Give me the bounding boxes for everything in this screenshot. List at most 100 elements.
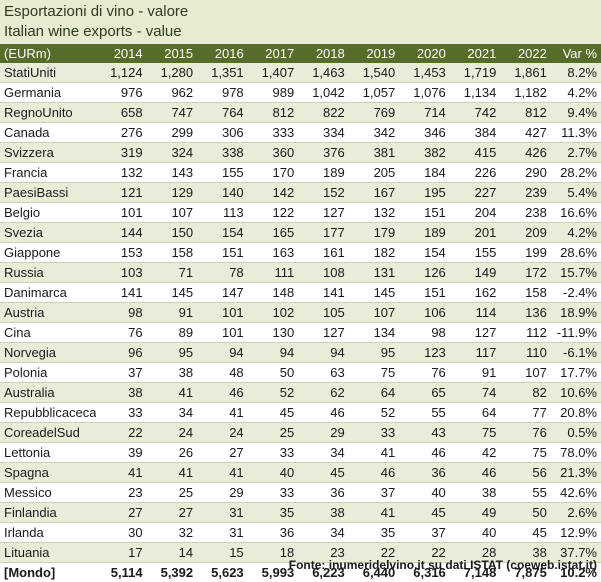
value-cell: 276	[96, 123, 147, 143]
var-cell: -11.9%	[551, 323, 601, 343]
country-cell: Belgio	[0, 203, 96, 223]
var-cell: 15.7%	[551, 263, 601, 283]
var-cell: 16.6%	[551, 203, 601, 223]
value-cell: 376	[298, 143, 349, 163]
value-cell: 52	[349, 403, 400, 423]
value-cell: 29	[298, 423, 349, 443]
var-cell: 2.6%	[551, 503, 601, 523]
value-cell: 42	[450, 443, 501, 463]
value-cell: 812	[248, 103, 299, 123]
var-cell: -2.4%	[551, 283, 601, 303]
value-cell: 75	[500, 443, 551, 463]
country-cell: Svezia	[0, 223, 96, 243]
value-cell: 360	[248, 143, 299, 163]
value-cell: 143	[147, 163, 198, 183]
var-cell: 8.2%	[551, 63, 601, 83]
value-cell: 40	[450, 523, 501, 543]
country-cell: Austria	[0, 303, 96, 323]
value-cell: 36	[298, 483, 349, 503]
value-cell: 50	[500, 503, 551, 523]
country-cell: PaesiBassi	[0, 183, 96, 203]
value-cell: 107	[147, 203, 198, 223]
value-cell: 40	[248, 463, 299, 483]
column-header: 2021	[450, 44, 501, 63]
value-cell: 199	[500, 243, 551, 263]
value-cell: 46	[298, 403, 349, 423]
value-cell: 39	[96, 443, 147, 463]
value-cell: 27	[96, 503, 147, 523]
value-cell: 426	[500, 143, 551, 163]
value-cell: 36	[399, 463, 450, 483]
var-cell: 0.5%	[551, 423, 601, 443]
value-cell: 96	[96, 343, 147, 363]
value-cell: 126	[399, 263, 450, 283]
value-cell: 978	[197, 83, 248, 103]
value-cell: 64	[450, 403, 501, 423]
value-cell: 319	[96, 143, 147, 163]
value-cell: 342	[349, 123, 400, 143]
value-cell: 48	[197, 363, 248, 383]
column-header-unit: (EURm)	[0, 44, 96, 63]
value-cell: 161	[298, 243, 349, 263]
country-cell: Lettonia	[0, 443, 96, 463]
value-cell: 122	[248, 203, 299, 223]
value-cell: 141	[96, 283, 147, 303]
value-cell: 201	[450, 223, 501, 243]
value-cell: 1,719	[450, 63, 501, 83]
value-cell: 45	[248, 403, 299, 423]
value-cell: 142	[248, 183, 299, 203]
column-header: 2017	[248, 44, 299, 63]
value-cell: 46	[399, 443, 450, 463]
value-cell: 111	[248, 263, 299, 283]
value-cell: 41	[147, 463, 198, 483]
value-cell: 55	[399, 403, 450, 423]
value-cell: 38	[298, 503, 349, 523]
country-cell: Russia	[0, 263, 96, 283]
column-header: 2014	[96, 44, 147, 63]
value-cell: 113	[197, 203, 248, 223]
value-cell: 333	[248, 123, 299, 143]
column-header: 2020	[399, 44, 450, 63]
value-cell: 140	[197, 183, 248, 203]
value-cell: 151	[197, 243, 248, 263]
value-cell: 127	[298, 203, 349, 223]
value-cell: 167	[349, 183, 400, 203]
value-cell: 381	[349, 143, 400, 163]
value-cell: 184	[399, 163, 450, 183]
value-cell: 41	[349, 503, 400, 523]
value-cell: 415	[450, 143, 501, 163]
value-cell: 127	[298, 323, 349, 343]
value-cell: 290	[500, 163, 551, 183]
value-cell: 37	[349, 483, 400, 503]
value-cell: 129	[147, 183, 198, 203]
value-cell: 25	[248, 423, 299, 443]
value-cell: 105	[298, 303, 349, 323]
value-cell: 162	[450, 283, 501, 303]
value-cell: 38	[450, 483, 501, 503]
value-cell: 239	[500, 183, 551, 203]
value-cell: 131	[349, 263, 400, 283]
value-cell: 98	[399, 323, 450, 343]
title-block: Esportazioni di vino - valore Italian wi…	[0, 0, 601, 44]
value-cell: 427	[500, 123, 551, 143]
source-note: Fonte: inumeridelvino.it su dati ISTAT (…	[289, 556, 597, 575]
value-cell: 65	[399, 383, 450, 403]
country-cell: StatiUniti	[0, 63, 96, 83]
value-cell: 32	[147, 523, 198, 543]
value-cell: 127	[450, 323, 501, 343]
value-cell: 812	[500, 103, 551, 123]
value-cell: 24	[147, 423, 198, 443]
value-cell: 75	[450, 423, 501, 443]
value-cell: 102	[248, 303, 299, 323]
var-cell: 9.4%	[551, 103, 601, 123]
value-cell: 658	[96, 103, 147, 123]
